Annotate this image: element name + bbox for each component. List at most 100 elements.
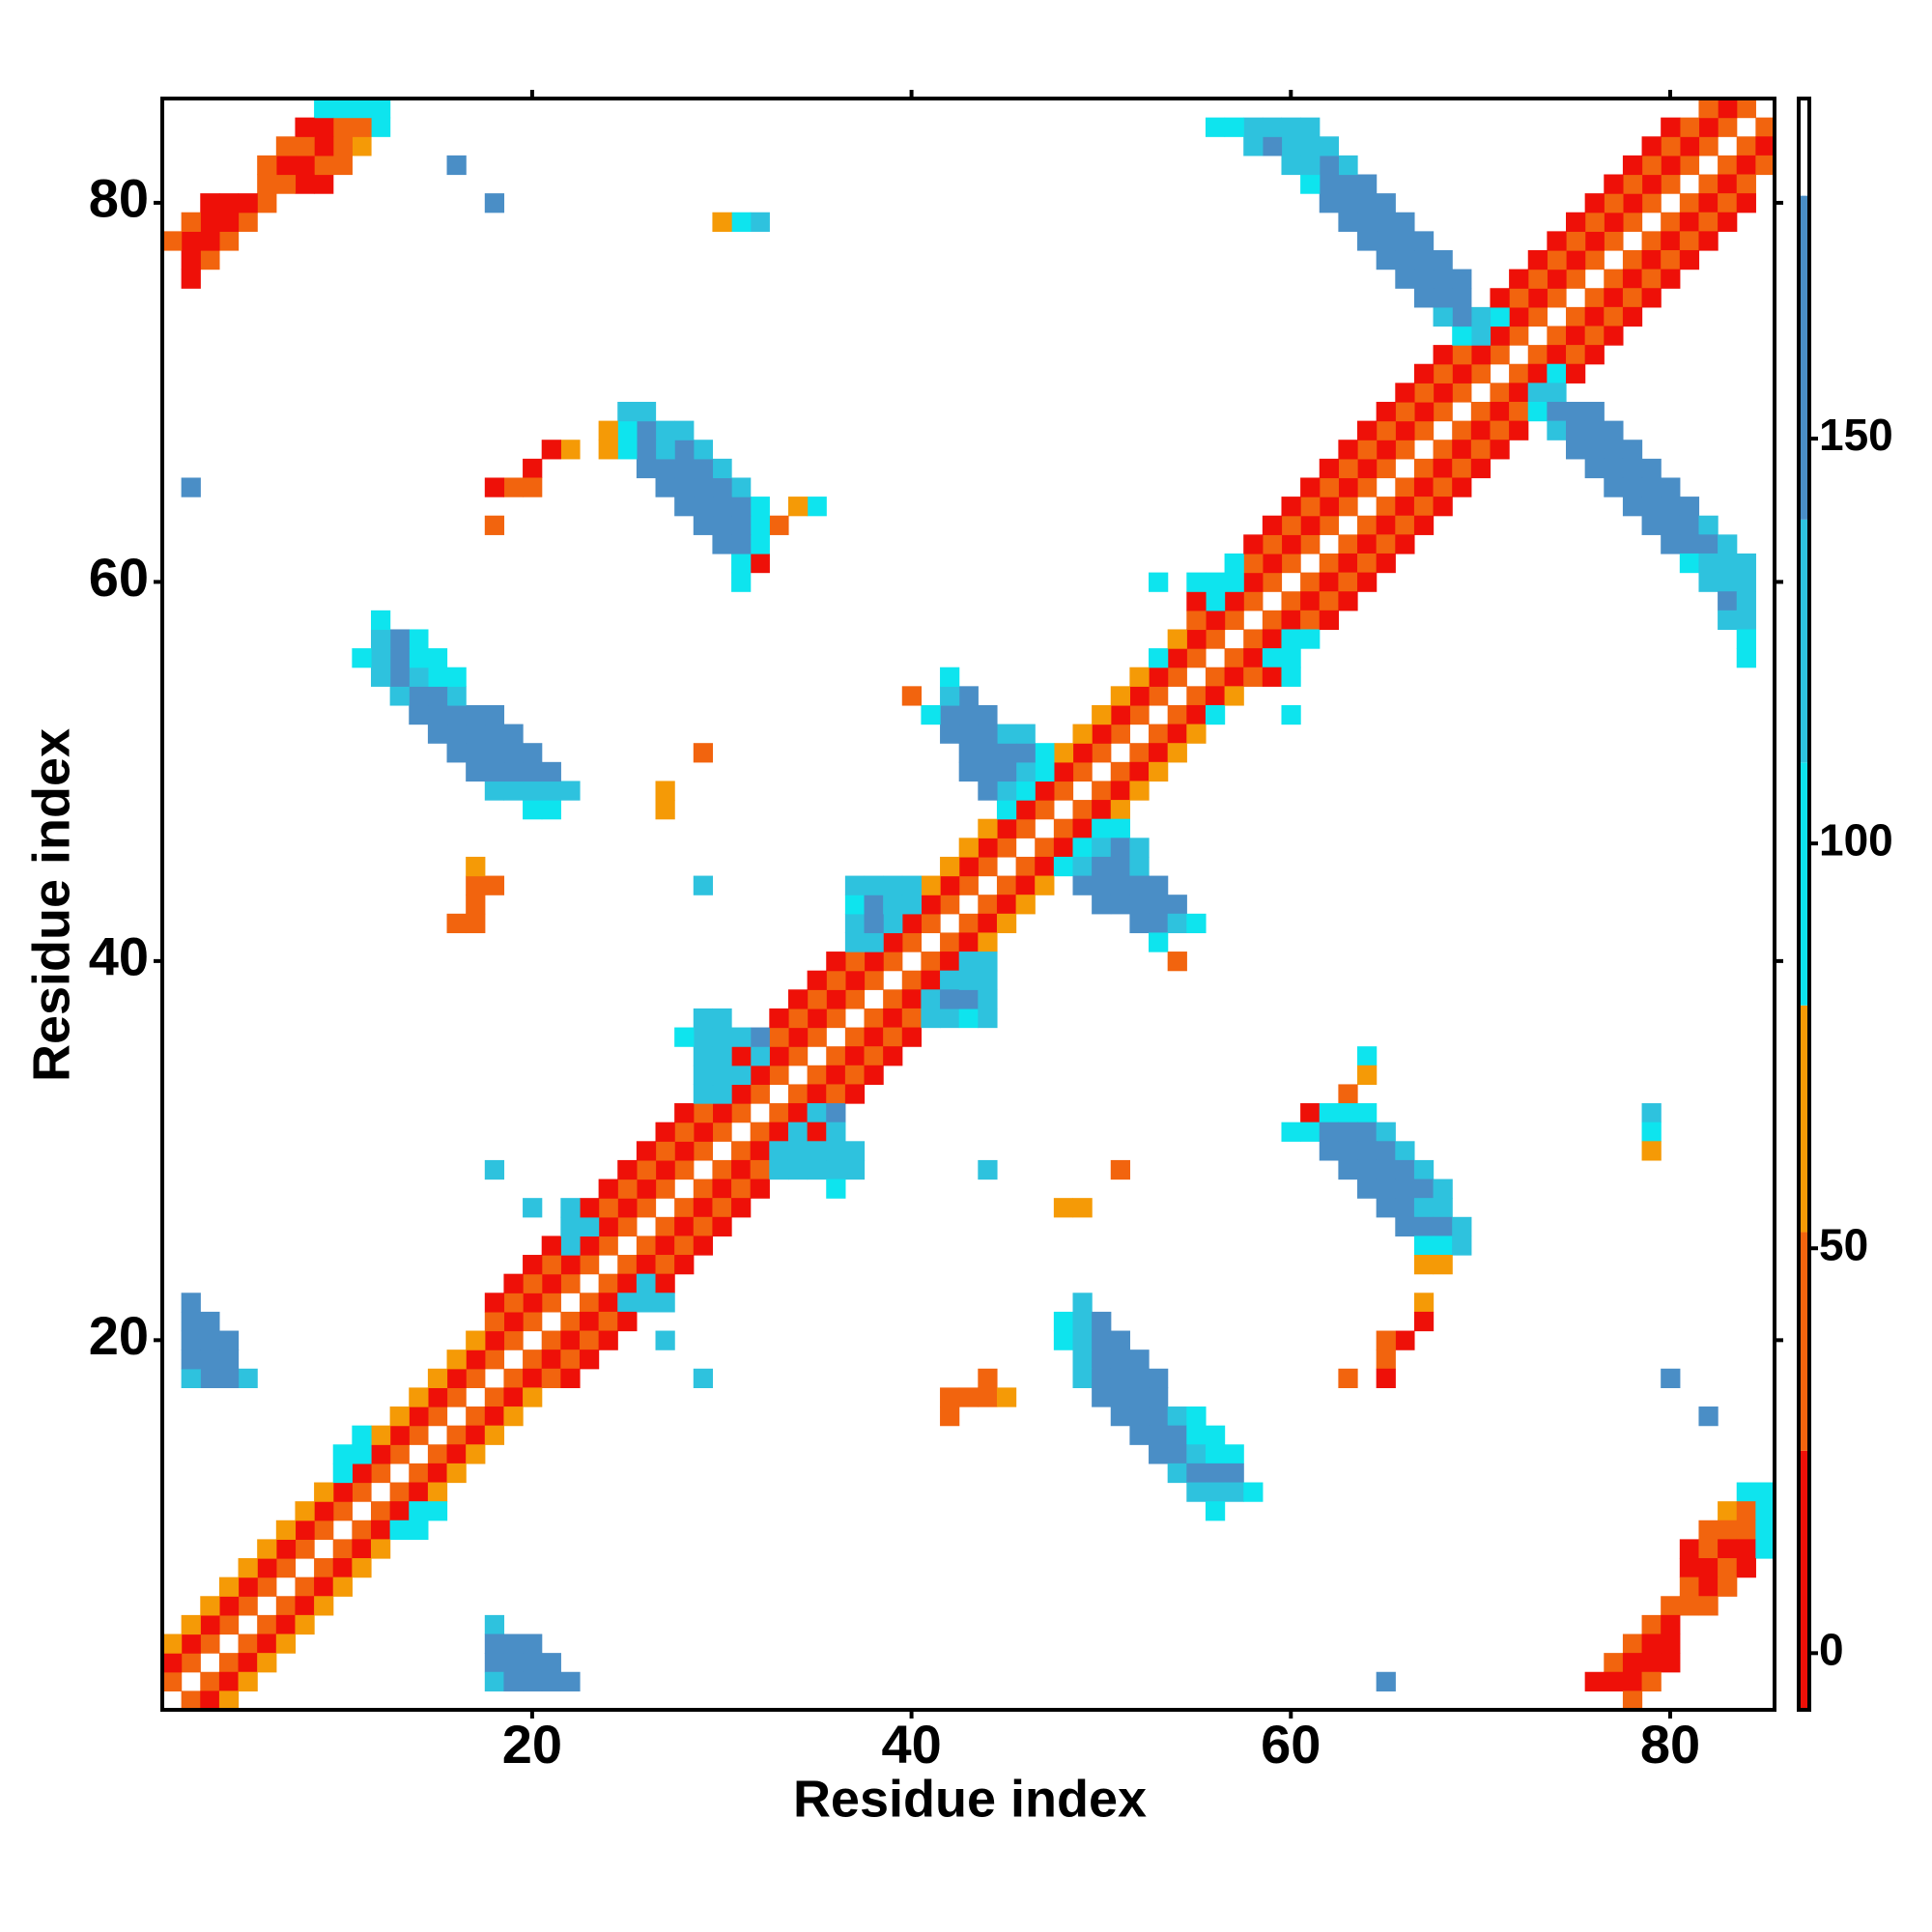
cell [218,193,240,213]
cell [275,155,297,176]
cell [370,117,391,137]
cell [864,875,884,895]
cell [275,1558,297,1578]
colorbar-segment [1799,99,1809,196]
cell [1035,743,1055,763]
cell [731,515,752,535]
cell [314,136,334,156]
cell [1300,534,1321,554]
cell [1547,326,1567,346]
cell [466,875,486,895]
cell [1092,875,1112,895]
cell [1604,477,1624,497]
cell [674,1198,695,1218]
cell [921,1008,941,1029]
cell [200,1614,220,1635]
cell [1755,1501,1776,1521]
cell [844,1141,866,1161]
cell [1433,383,1453,403]
cell [1129,743,1150,763]
cell [295,136,315,156]
cell [427,1482,448,1502]
cell [1129,1425,1150,1445]
cell [1357,1141,1378,1161]
cell [1072,743,1093,763]
cell [1395,269,1415,289]
cell [1452,363,1472,384]
cell [1205,1463,1226,1484]
cell [238,212,258,232]
cell [332,155,353,176]
cell [636,1273,657,1293]
cell [446,1425,467,1445]
cell [1395,534,1415,554]
cell [314,1577,334,1597]
cell [731,1159,752,1180]
cell [864,932,884,952]
cell [1186,1444,1207,1464]
cell [484,1614,505,1635]
cell [787,1141,809,1161]
cell [1736,1501,1756,1521]
cell [1470,363,1492,384]
cell [787,1046,809,1066]
cell [484,1350,505,1370]
cell [1395,1198,1415,1218]
cell [275,1520,297,1540]
cell [503,1653,524,1673]
cell [579,1236,600,1256]
cell [352,117,372,137]
cell [218,1653,240,1673]
cell [1395,231,1415,251]
cell [1300,1103,1321,1123]
cell [1509,306,1529,327]
cell [1679,1596,1700,1616]
cell [1092,895,1112,915]
cell [1622,212,1643,232]
cell [655,1141,675,1161]
cell [352,1520,372,1540]
cell [1281,610,1301,631]
cell [844,1046,866,1066]
cell [958,1008,979,1029]
cell [1547,363,1567,384]
cell [958,761,979,782]
cell [1698,553,1719,574]
cell [864,1065,884,1086]
cell [693,458,714,479]
cell [427,724,448,744]
cell [921,913,941,934]
cell [1566,420,1586,440]
cell [1509,401,1529,422]
cell [807,970,827,990]
cell [1281,1122,1301,1142]
cell [978,781,998,801]
cell [1262,648,1283,668]
colorbar-tick-label: 0 [1819,1624,1844,1674]
cell [427,1463,448,1484]
cell [238,1577,258,1597]
cell [1604,326,1624,346]
cell [200,193,220,213]
cell [901,932,923,952]
cell [523,1634,543,1654]
cell [864,1027,884,1047]
cell [826,970,846,990]
cell [1110,781,1130,801]
cell [958,856,979,877]
cell [1641,136,1662,156]
cell [466,1368,486,1388]
cell [1641,458,1662,479]
cell [181,269,201,289]
cell [1452,326,1472,346]
cell [446,724,467,744]
cell [1527,269,1548,289]
cell [1433,477,1453,497]
cell [332,1501,353,1521]
cell [466,1350,486,1370]
cell [1357,1103,1378,1123]
cell [1129,686,1150,706]
cell [503,477,524,497]
cell [1413,249,1435,270]
